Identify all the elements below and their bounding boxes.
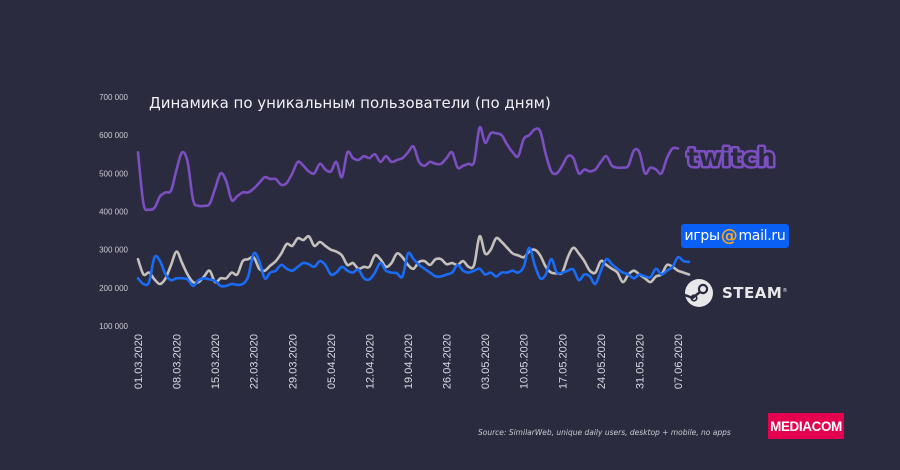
series-line-twitch	[136, 125, 680, 212]
x-tick-label: 24.05.2020	[596, 334, 608, 389]
y-tick-label: 700 000	[99, 93, 128, 102]
x-tick-label: 17.05.2020	[557, 334, 569, 389]
steam-wordmark: STEAM®	[722, 284, 788, 302]
source-note: Source: SimilarWeb, unique daily users, …	[478, 428, 731, 437]
x-tick-label: 05.04.2020	[326, 334, 338, 389]
x-tick-label: 01.03.2020	[133, 334, 145, 389]
x-tick-label: 03.05.2020	[480, 334, 492, 389]
y-tick-label: 500 000	[99, 169, 128, 178]
registered-mark: ®	[782, 288, 788, 294]
mail-logo-suffix: mail.ru	[738, 228, 786, 244]
y-tick-label: 300 000	[99, 246, 128, 255]
y-tick-label: 100 000	[99, 322, 128, 331]
x-tick-label: 08.03.2020	[172, 334, 184, 389]
x-tick-label: 07.06.2020	[673, 334, 685, 389]
series-lines	[136, 125, 691, 288]
x-tick-label: 29.03.2020	[287, 334, 299, 389]
x-tick-label: 12.04.2020	[364, 334, 376, 389]
chart-title: Динамика по уникальным пользователи (по …	[149, 94, 551, 112]
at-icon: @	[720, 226, 738, 246]
mediacom-logo: MEDIACOM	[768, 413, 844, 439]
y-tick-label: 200 000	[99, 284, 128, 293]
x-tick-label: 26.04.2020	[442, 334, 454, 389]
x-tick-label: 31.05.2020	[634, 334, 646, 389]
mail-logo-prefix: игры	[684, 228, 721, 244]
y-axis: 700 000 600 000 500 000 400 000 300 000 200 0…	[99, 93, 128, 331]
mail-games-logo: игры @ mail.ru	[681, 224, 789, 248]
steam-logo: STEAM®	[684, 278, 788, 308]
y-tick-label: 400 000	[99, 208, 128, 217]
twitch-logo: twitch twitch	[685, 141, 777, 175]
steam-label: STEAM	[722, 284, 783, 302]
steam-icon	[684, 279, 713, 307]
twitch-logo-fill: twitch	[687, 143, 775, 172]
twitch-logo-outline: twitch	[687, 143, 775, 172]
x-tick-label: 19.04.2020	[403, 334, 415, 389]
series-line-игры-mail-ru	[136, 246, 691, 288]
x-tick-label: 22.03.2020	[249, 334, 261, 389]
x-tick-label: 15.03.2020	[210, 334, 222, 389]
series-line-steam	[136, 234, 691, 286]
x-axis: 01.03.2020 08.03.2020 15.03.2020 22.03.2020…	[133, 334, 685, 389]
y-tick-label: 600 000	[99, 131, 128, 140]
x-tick-label: 10.05.2020	[519, 334, 531, 389]
